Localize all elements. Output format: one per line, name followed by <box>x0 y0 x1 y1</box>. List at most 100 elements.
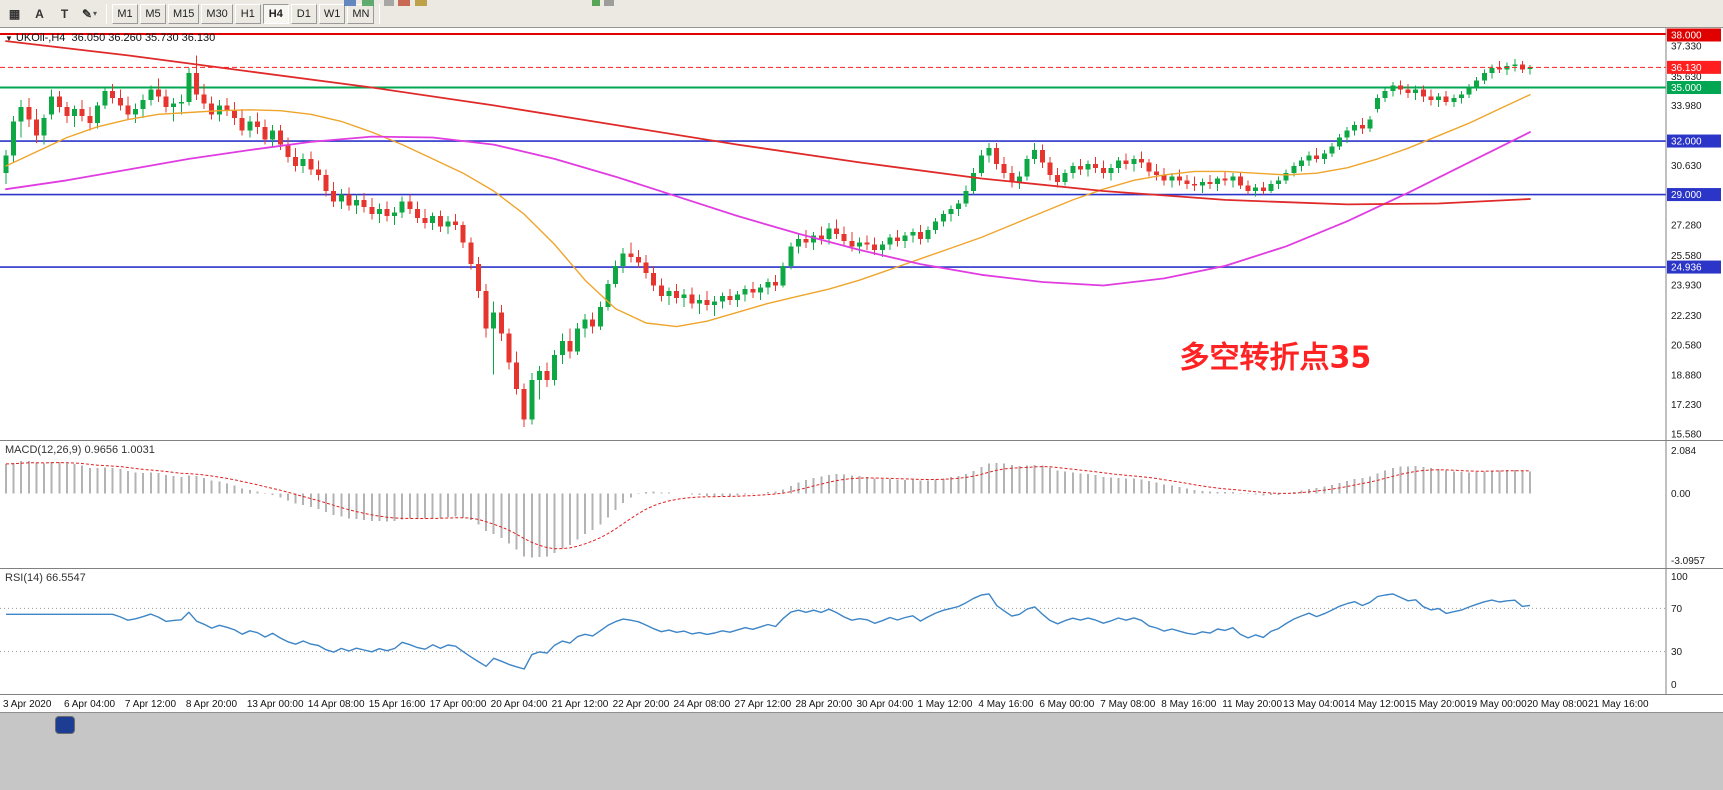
candle <box>1237 176 1243 186</box>
candle <box>140 100 146 109</box>
candle <box>948 208 954 215</box>
price-axis-label: 17.230 <box>1671 400 1702 411</box>
candle <box>1321 153 1327 159</box>
cropped-toolbar-icon <box>398 0 410 6</box>
rsi-line <box>6 593 1531 670</box>
candle <box>1116 160 1122 168</box>
price-axis-label: 22.230 <box>1671 311 1702 322</box>
candle <box>635 257 641 263</box>
macd-axis-labels[interactable]: 2.084 0.00 -3.0957 <box>1671 446 1705 567</box>
candle <box>1458 94 1464 99</box>
candle <box>369 207 375 215</box>
candle <box>514 362 520 390</box>
price-axis-label: 30.630 <box>1671 161 1702 172</box>
price-axis-labels[interactable]: 37.330 35.630 33.980 30.630 27.280 25.580 23.9… <box>1671 41 1702 440</box>
macd-canvas[interactable]: 2.084 0.00 -3.0957 <box>0 440 1723 568</box>
candle <box>194 73 199 95</box>
candle <box>1382 91 1388 99</box>
candle <box>1253 187 1259 191</box>
candle <box>254 121 260 127</box>
candle <box>933 221 939 231</box>
chevron-down-icon[interactable]: ▼ <box>5 34 13 43</box>
macd-panel-bg <box>0 440 1723 568</box>
price-tag-36.130 <box>1667 60 1721 74</box>
dropdown-arrow-icon[interactable]: ▾ <box>93 9 98 18</box>
candle <box>917 232 923 240</box>
candle <box>1161 174 1167 181</box>
candle <box>285 144 291 158</box>
candle <box>498 312 504 334</box>
time-axis-label: 14 May 12:00 <box>1344 699 1405 710</box>
timeframe-button-w1[interactable]: W1 <box>318 3 346 24</box>
timeframe-button-m5[interactable]: M5 <box>140 3 166 24</box>
candle <box>1055 174 1061 183</box>
rsi-canvas[interactable]: 100 70 30 0 <box>0 568 1723 694</box>
candle <box>3 155 9 174</box>
candle <box>1375 98 1381 109</box>
candle <box>1390 85 1396 92</box>
candle <box>1192 183 1198 186</box>
candle <box>712 301 718 306</box>
timeframe-button-mn[interactable]: MN <box>347 3 375 24</box>
timeframe-button-h4[interactable]: H4 <box>262 3 289 24</box>
price-chart-canvas[interactable]: 37.330 35.630 33.980 30.630 27.280 25.580 23.9… <box>0 28 1723 440</box>
candle <box>1077 166 1083 170</box>
candle <box>765 281 771 288</box>
horizontal-levels[interactable] <box>0 33 1666 268</box>
candle <box>1070 166 1076 174</box>
candle <box>872 244 878 250</box>
candle <box>719 296 725 302</box>
charts-grid-icon[interactable]: ▦ <box>2 3 27 25</box>
time-axis-label: 15 May 20:00 <box>1405 699 1466 710</box>
rsi-axis-labels[interactable]: 100 70 30 0 <box>1671 572 1688 691</box>
candle <box>1367 119 1373 129</box>
candle <box>803 239 809 243</box>
svg-text:36.130: 36.130 <box>1671 63 1702 74</box>
chinese-annotation: 多空转折点35 <box>1179 341 1371 376</box>
candle <box>864 242 870 245</box>
time-axis-label: 20 May 08:00 <box>1527 699 1588 710</box>
timeframe-button-d1[interactable]: D1 <box>290 3 317 24</box>
candle <box>529 380 535 420</box>
drawing-pen-icon[interactable]: ✎ ▾ <box>77 3 102 25</box>
time-axis-label: 21 May 16:00 <box>1588 699 1649 710</box>
time-axis[interactable]: 3 Apr 2020 6 Apr 04:00 7 Apr 12:00 8 Apr 20… <box>0 694 1723 712</box>
candle <box>986 148 992 156</box>
macd-signal-line <box>5 462 1531 550</box>
candle <box>1123 160 1129 165</box>
drawing-tools-group: ▦ A T ✎ ▾ <box>2 0 102 27</box>
timeframe-button-m15[interactable]: M15 <box>168 3 200 24</box>
candle <box>849 240 855 247</box>
candle <box>26 107 32 120</box>
time-axis-labels[interactable]: 3 Apr 2020 6 Apr 04:00 7 Apr 12:00 8 Apr 20… <box>3 699 1649 710</box>
candle <box>1306 155 1312 161</box>
timeframe-button-m30[interactable]: M30 <box>201 3 233 24</box>
macd-panel: 2.084 0.00 -3.0957 MACD(12,26,9) 0.9656 1.… <box>0 440 1723 568</box>
macd-axis-label: 0.00 <box>1671 489 1691 500</box>
price-axis-label: 18.880 <box>1671 371 1702 382</box>
candle <box>1497 67 1503 70</box>
time-axis-label: 1 May 12:00 <box>917 699 972 710</box>
macd-label: MACD(12,26,9) 0.9656 1.0031 <box>5 444 155 456</box>
candle <box>33 119 39 136</box>
candle <box>1207 182 1213 184</box>
time-axis-label: 7 Apr 12:00 <box>125 699 177 710</box>
text-a-icon[interactable]: A <box>27 3 52 25</box>
time-axis-label: 8 May 16:00 <box>1161 699 1216 710</box>
candle <box>902 235 908 241</box>
candle <box>1215 178 1221 184</box>
time-axis-panel: 3 Apr 2020 6 Apr 04:00 7 Apr 12:00 8 Apr 20… <box>0 694 1723 712</box>
text-t-icon[interactable]: T <box>52 3 77 25</box>
candle <box>1489 67 1495 74</box>
candle <box>18 107 24 122</box>
candle <box>460 224 466 243</box>
candle <box>1016 176 1022 183</box>
cropped-toolbar-icon <box>362 0 374 6</box>
candle <box>56 96 62 108</box>
candle <box>727 296 733 300</box>
timeframe-button-h1[interactable]: H1 <box>234 3 261 24</box>
candle <box>1100 167 1106 174</box>
timeframe-button-m1[interactable]: M1 <box>112 3 138 24</box>
candle <box>1314 155 1320 159</box>
